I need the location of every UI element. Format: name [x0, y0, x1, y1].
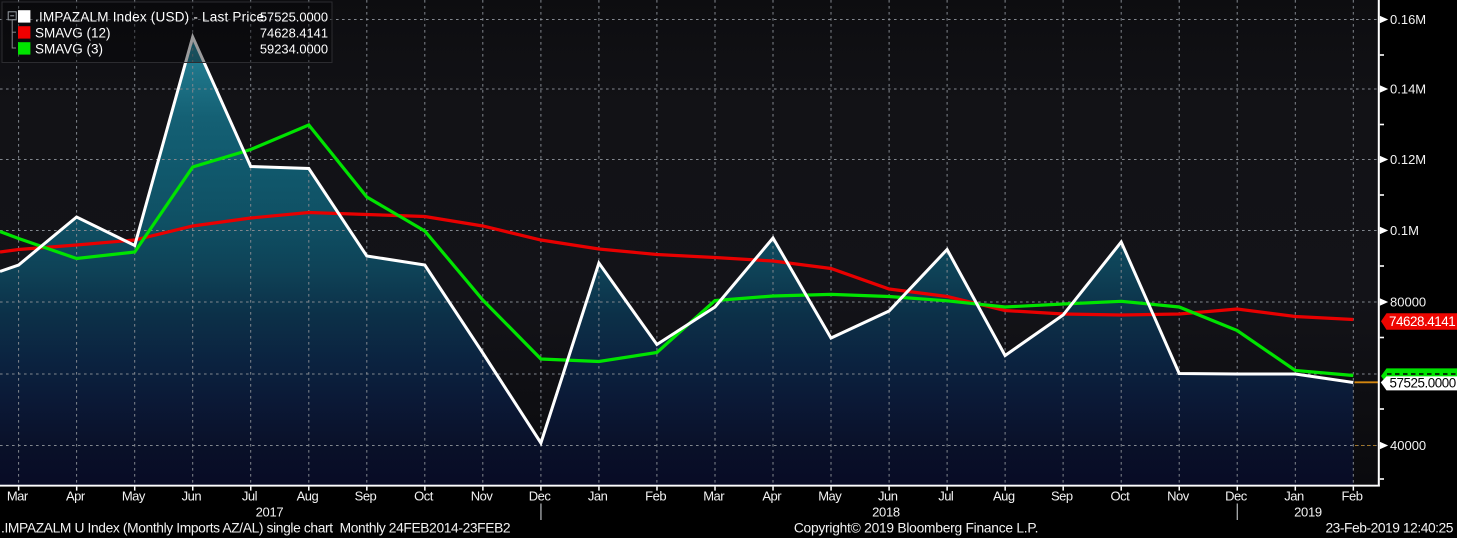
svg-text:Jan: Jan — [588, 489, 608, 504]
svg-text:Jan: Jan — [1284, 489, 1304, 504]
svg-text:2017: 2017 — [256, 505, 284, 520]
svg-text:80000: 80000 — [1390, 295, 1426, 310]
svg-text:Apr: Apr — [762, 489, 782, 504]
svg-text:May: May — [122, 489, 146, 504]
svg-text:57525.0000: 57525.0000 — [260, 10, 328, 25]
svg-text:May: May — [818, 489, 842, 504]
svg-text:Aug: Aug — [993, 489, 1015, 504]
svg-text:Sep: Sep — [355, 489, 377, 504]
svg-text:57525.0000: 57525.0000 — [1390, 375, 1456, 390]
svg-text:Copyright© 2019 Bloomberg Fina: Copyright© 2019 Bloomberg Finance L.P. — [794, 521, 1038, 536]
svg-text:.IMPAZALM Index (USD) - Last P: .IMPAZALM Index (USD) - Last Price — [35, 10, 264, 25]
svg-text:Feb: Feb — [645, 489, 666, 504]
svg-text:Aug: Aug — [297, 489, 319, 504]
svg-text:40000: 40000 — [1390, 438, 1426, 453]
svg-text:Oct: Oct — [414, 489, 434, 504]
svg-text:Nov: Nov — [471, 489, 494, 504]
svg-text:2018: 2018 — [872, 505, 900, 520]
svg-text:Apr: Apr — [66, 489, 86, 504]
svg-text:Dec: Dec — [529, 489, 552, 504]
svg-text:SMAVG (12): SMAVG (12) — [35, 26, 111, 41]
svg-text:Nov: Nov — [1167, 489, 1190, 504]
svg-text:59234.0000: 59234.0000 — [260, 42, 328, 57]
svg-text:0.12M: 0.12M — [1390, 152, 1426, 167]
svg-text:.IMPAZALM U Index (Monthly Imp: .IMPAZALM U Index (Monthly Imports AZ/AL… — [1, 521, 510, 536]
svg-text:0.1M: 0.1M — [1390, 223, 1419, 238]
svg-text:Mar: Mar — [703, 489, 725, 504]
svg-text:Feb: Feb — [1342, 489, 1363, 504]
svg-text:74628.4141: 74628.4141 — [260, 26, 328, 41]
svg-text:Dec: Dec — [1225, 489, 1248, 504]
svg-text:Jul: Jul — [242, 489, 258, 504]
svg-text:74628.4141: 74628.4141 — [1389, 314, 1455, 329]
svg-text:2019: 2019 — [1294, 505, 1322, 520]
svg-text:Mar: Mar — [7, 489, 29, 504]
svg-text:Jun: Jun — [182, 489, 202, 504]
svg-text:0.14M: 0.14M — [1390, 82, 1426, 97]
svg-text:Jul: Jul — [938, 489, 954, 504]
svg-text:0.16M: 0.16M — [1390, 12, 1426, 27]
svg-text:SMAVG (3): SMAVG (3) — [35, 42, 103, 57]
svg-text:Jun: Jun — [878, 489, 898, 504]
svg-text:Oct: Oct — [1111, 489, 1131, 504]
svg-text:23-Feb-2019 12:40:25: 23-Feb-2019 12:40:25 — [1325, 521, 1453, 536]
svg-text:Sep: Sep — [1051, 489, 1073, 504]
